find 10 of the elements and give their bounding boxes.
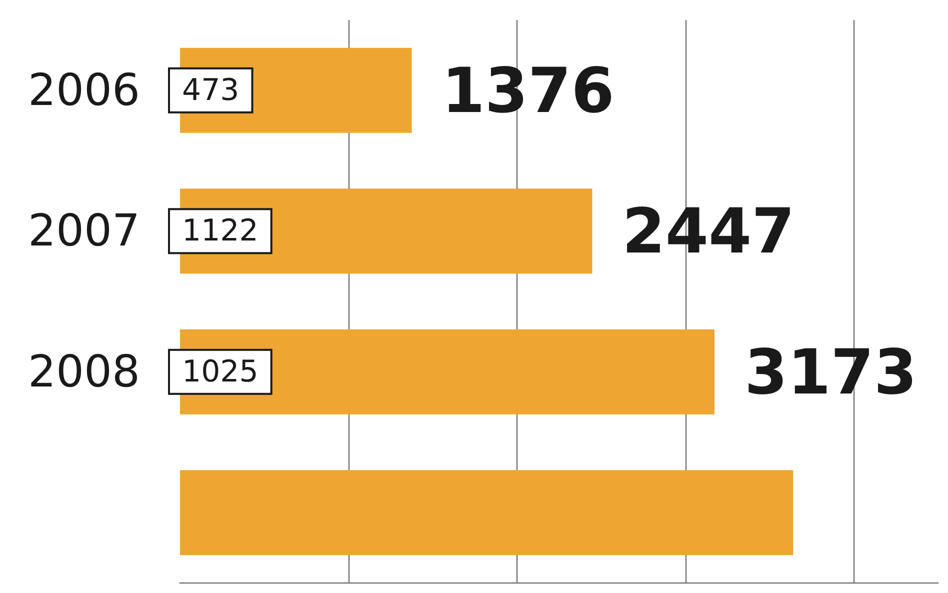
annotation: 1122 bbox=[182, 214, 258, 249]
data-label: 1376 bbox=[442, 54, 614, 127]
data-label: 2447 bbox=[622, 194, 795, 268]
bar bbox=[180, 470, 794, 556]
y-tick-label: 2007 bbox=[28, 206, 140, 257]
annotation: 473 bbox=[182, 72, 240, 108]
y-tick-label: 2008 bbox=[28, 346, 140, 398]
annotation: 1025 bbox=[182, 354, 258, 390]
data-label: 3173 bbox=[744, 335, 918, 408]
y-tick-label: 2006 bbox=[28, 64, 140, 116]
